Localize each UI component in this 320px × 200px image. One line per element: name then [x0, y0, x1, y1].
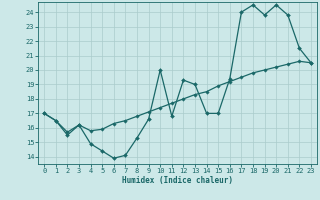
X-axis label: Humidex (Indice chaleur): Humidex (Indice chaleur) [122, 176, 233, 185]
